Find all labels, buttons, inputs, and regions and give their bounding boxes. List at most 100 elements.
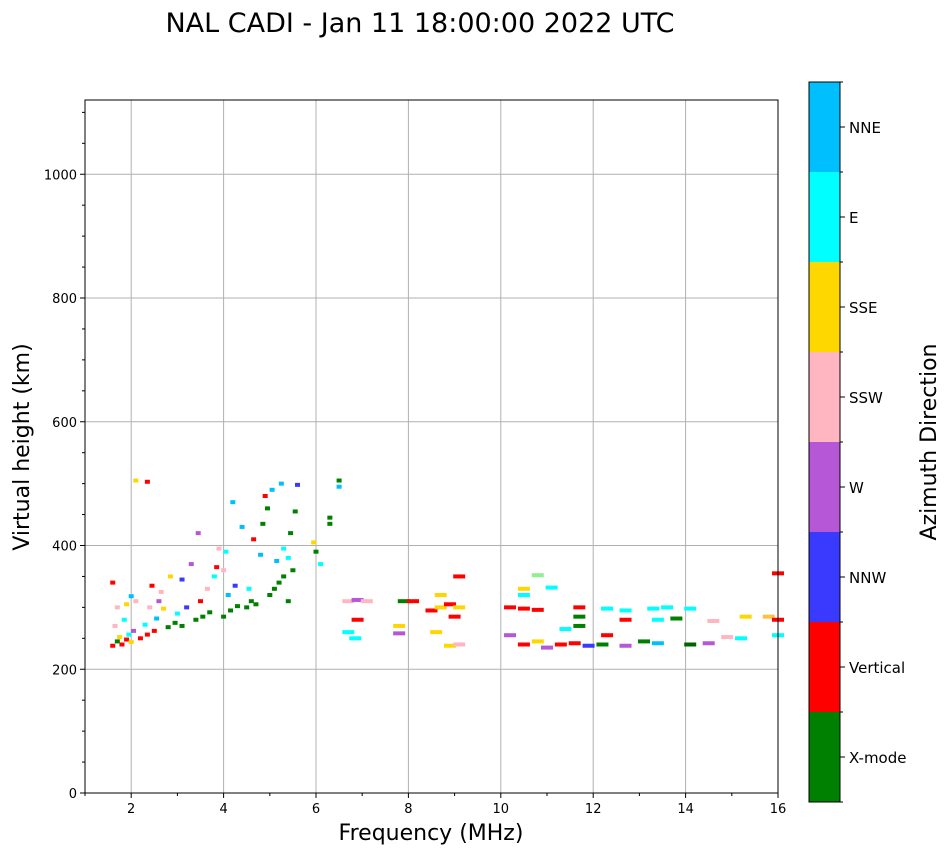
echo-mark: [531, 573, 544, 578]
echo-mark: [172, 620, 178, 625]
echo-mark: [112, 623, 118, 628]
echo-mark: [453, 642, 466, 647]
echo-mark: [351, 597, 364, 602]
x-axis-ticks: 2 4 6 8 10 12 14 16: [84, 793, 786, 817]
echo-mark: [246, 586, 252, 591]
echo-mark: [453, 605, 466, 610]
echo-mark: [174, 611, 180, 616]
echo-mark: [349, 636, 362, 641]
echo-mark: [707, 618, 720, 623]
y-tick-label: 200: [52, 663, 77, 678]
echo-mark: [281, 574, 287, 579]
echo-mark: [285, 599, 291, 604]
echo-mark: [393, 623, 406, 628]
colorbar-swatch: [809, 352, 840, 442]
echo-mark: [327, 521, 333, 526]
echo-mark: [517, 586, 530, 591]
grid-lines: [85, 100, 779, 794]
echo-mark: [110, 580, 116, 585]
echo-mark: [269, 487, 275, 492]
echo-mark: [144, 479, 150, 484]
echo-mark: [661, 605, 674, 610]
echo-mark: [223, 549, 229, 554]
echo-mark: [290, 568, 296, 573]
echo-mark: [531, 607, 544, 612]
echo-mark: [573, 623, 586, 628]
colorbar-swatch: [809, 532, 840, 622]
colorbar-swatch: [809, 442, 840, 532]
echo-mark: [517, 606, 530, 611]
y-tick-label: 600: [52, 416, 77, 431]
plot-frame: [84, 99, 779, 794]
echo-mark: [151, 628, 157, 633]
echo-mark: [264, 506, 270, 511]
echo-mark: [351, 617, 364, 622]
echo-mark: [200, 614, 206, 619]
echo-mark: [114, 639, 120, 644]
echo-mark: [517, 593, 530, 597]
echo-mark: [142, 622, 148, 627]
echo-mark: [216, 546, 222, 551]
plot-background: [85, 100, 778, 793]
echo-mark: [407, 599, 420, 604]
colorbar-tick-label: X-mode: [849, 749, 906, 767]
echo-mark: [601, 606, 614, 611]
echo-mark: [541, 645, 553, 650]
echo-mark: [124, 637, 130, 642]
echo-mark: [165, 625, 171, 630]
echo-mark: [251, 537, 257, 542]
echo-marks: [110, 478, 784, 650]
echo-mark: [228, 608, 234, 613]
x-axis-label: Frequency (MHz): [339, 821, 524, 846]
echo-mark: [230, 500, 236, 505]
echo-mark: [651, 641, 664, 646]
echo-mark: [336, 484, 342, 489]
echo-mark: [198, 599, 203, 604]
x-tick-label: 10: [493, 802, 510, 817]
x-tick-label: 4: [219, 802, 227, 817]
echo-mark: [531, 639, 544, 644]
echo-mark: [393, 631, 406, 636]
colorbar-swatch: [809, 172, 840, 262]
echo-mark: [161, 606, 167, 611]
chart-title: NAL CADI - Jan 11 18:00:00 2022 UTC: [165, 8, 674, 39]
x-tick-label: 14: [677, 802, 694, 817]
echo-mark: [225, 593, 231, 597]
echo-mark: [133, 599, 139, 604]
echo-mark: [126, 632, 132, 637]
echo-mark: [133, 478, 139, 483]
echo-mark: [267, 593, 273, 597]
echo-mark: [156, 599, 162, 604]
echo-mark: [573, 605, 586, 610]
echo-mark: [596, 642, 609, 647]
echo-mark: [204, 586, 210, 591]
echo-mark: [188, 562, 194, 567]
echo-mark: [244, 605, 250, 610]
echo-mark: [207, 610, 213, 615]
echo-mark: [179, 577, 185, 582]
echo-mark: [253, 602, 259, 607]
echo-mark: [425, 608, 438, 613]
echo-mark: [276, 580, 282, 585]
echo-mark: [292, 509, 298, 514]
echo-mark: [504, 633, 517, 638]
echo-mark: [167, 574, 173, 579]
echo-mark: [318, 562, 324, 567]
echo-mark: [179, 623, 185, 628]
echo-mark: [221, 614, 227, 619]
echo-mark: [278, 481, 284, 486]
echo-mark: [271, 586, 277, 591]
echo-mark: [281, 546, 287, 551]
echo-mark: [517, 642, 530, 647]
echo-mark: [443, 643, 456, 648]
y-axis-ticks: 0 200 400 600 800 1000: [44, 111, 85, 802]
echo-mark: [211, 574, 217, 579]
echo-mark: [158, 589, 164, 594]
echo-mark: [638, 639, 651, 644]
echo-mark: [582, 643, 595, 648]
colorbar-label: Azimuth Direction: [917, 343, 942, 540]
echo-mark: [232, 583, 238, 588]
echo-mark: [573, 614, 586, 619]
echo-mark: [554, 642, 567, 647]
